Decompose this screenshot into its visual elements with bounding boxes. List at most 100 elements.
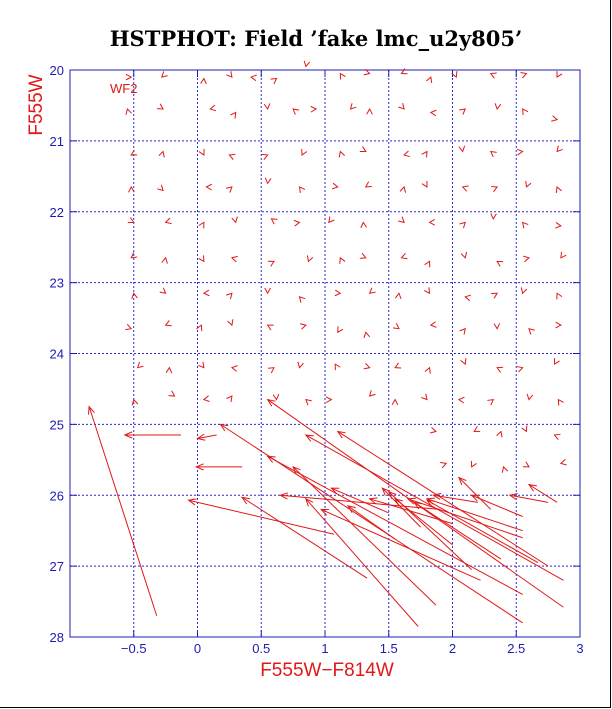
arrow-head — [194, 463, 204, 471]
marker-point — [556, 292, 563, 300]
marker-point — [164, 217, 172, 225]
y-axis-label: F555W — [26, 74, 47, 135]
arrow — [320, 508, 481, 581]
marker-point — [399, 185, 407, 193]
x-tick-label: 3 — [576, 641, 583, 656]
arrow-shaft — [426, 498, 523, 532]
marker-point — [250, 74, 257, 82]
marker-point — [305, 398, 312, 406]
arrow-head — [320, 508, 330, 516]
arrow — [279, 492, 440, 510]
y-axis-ticks: 20 21 22 23 24 25 26 27 28 — [50, 63, 580, 645]
marker-point — [556, 145, 563, 153]
marker-point — [125, 323, 133, 331]
marker-point — [523, 255, 531, 263]
marker-point — [125, 107, 132, 115]
marker-point — [158, 150, 165, 158]
arrow-head — [346, 505, 356, 513]
marker-point — [196, 324, 203, 332]
marker-point — [298, 296, 306, 303]
marker-point — [461, 185, 469, 192]
marker-point — [202, 289, 210, 297]
x-tick-label: 1.5 — [380, 641, 398, 656]
marker-point — [528, 327, 535, 335]
y-tick-label: 26 — [50, 488, 64, 503]
marker-point — [337, 326, 344, 334]
arrow-shaft — [433, 494, 479, 503]
arrow-head — [305, 497, 314, 507]
arrow-head — [219, 423, 229, 432]
marker-point — [310, 105, 318, 113]
marker-point — [424, 366, 431, 374]
arrow-head — [266, 455, 276, 463]
marker-point — [425, 76, 433, 84]
marker-point — [493, 323, 501, 330]
x-tick-label: 0.5 — [252, 641, 270, 656]
marker-point — [264, 287, 271, 295]
marker-point — [368, 287, 376, 294]
marker-point — [458, 145, 466, 153]
x-axis-label: F555W−F814W — [260, 660, 394, 681]
arrow — [508, 493, 549, 503]
arrow — [194, 463, 243, 471]
marker-point — [198, 255, 205, 263]
marker-point — [231, 216, 238, 224]
marker-point — [421, 150, 428, 158]
marker-point — [202, 395, 210, 402]
arrow — [292, 466, 437, 606]
arrow-shaft — [197, 434, 217, 440]
marker-point — [128, 185, 135, 193]
marker-point — [338, 150, 346, 158]
marker-point — [423, 287, 431, 295]
arrow — [413, 501, 502, 560]
arrow-head — [425, 497, 436, 505]
marker-point — [460, 358, 467, 366]
arrow-head — [470, 494, 480, 502]
marker-point — [429, 109, 437, 117]
arrow-shaft — [413, 501, 502, 560]
arrow-shaft — [458, 477, 492, 510]
marker-point — [359, 252, 367, 259]
marker-point — [267, 260, 275, 267]
marker-point — [226, 71, 233, 78]
marker-point — [130, 252, 138, 259]
marker-point — [421, 180, 428, 188]
arrow — [196, 433, 217, 441]
marker-point — [460, 251, 468, 259]
marker-point — [491, 292, 499, 299]
arrow-head — [304, 434, 314, 442]
marker-point — [490, 213, 497, 220]
arrow-series — [87, 398, 564, 627]
arrow — [425, 499, 539, 564]
marker-point — [555, 222, 562, 229]
marker-point — [363, 68, 371, 76]
arrow-shaft — [382, 487, 421, 528]
marker-point — [553, 358, 560, 366]
marker-point — [157, 184, 164, 192]
marker-point — [489, 72, 497, 79]
arrow — [305, 497, 419, 627]
arrow-head — [279, 492, 289, 500]
marker-point — [400, 252, 408, 260]
marker-point — [368, 390, 376, 397]
arrow — [346, 505, 396, 540]
marker-point — [339, 72, 346, 80]
arrow — [266, 455, 523, 595]
marker-point — [266, 324, 274, 331]
marker-point — [228, 153, 236, 160]
arrow-head — [123, 431, 133, 439]
arrow — [368, 497, 453, 525]
marker-point — [339, 256, 346, 264]
marker-point — [392, 323, 400, 330]
marker-point — [516, 366, 524, 373]
marker-point — [263, 103, 271, 111]
marker-point — [525, 180, 532, 188]
marker-point — [359, 146, 367, 153]
marker-point — [556, 71, 563, 79]
arrow — [87, 405, 158, 616]
arrow — [406, 497, 523, 539]
marker-point — [165, 366, 173, 374]
marker-point — [366, 107, 373, 115]
x-axis-ticks: −0.5 0 0.5 1 1.5 2 2.5 3 — [121, 70, 584, 656]
marker-point — [226, 395, 233, 403]
